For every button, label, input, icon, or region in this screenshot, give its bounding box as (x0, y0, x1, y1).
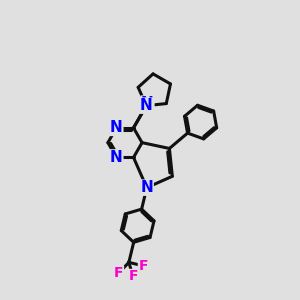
Text: F: F (128, 269, 138, 284)
Text: F: F (114, 266, 124, 280)
Text: N: N (110, 120, 123, 135)
Text: F: F (138, 259, 148, 273)
Text: N: N (140, 98, 153, 113)
Text: N: N (110, 150, 123, 165)
Text: N: N (140, 180, 153, 195)
Text: N: N (141, 96, 154, 111)
